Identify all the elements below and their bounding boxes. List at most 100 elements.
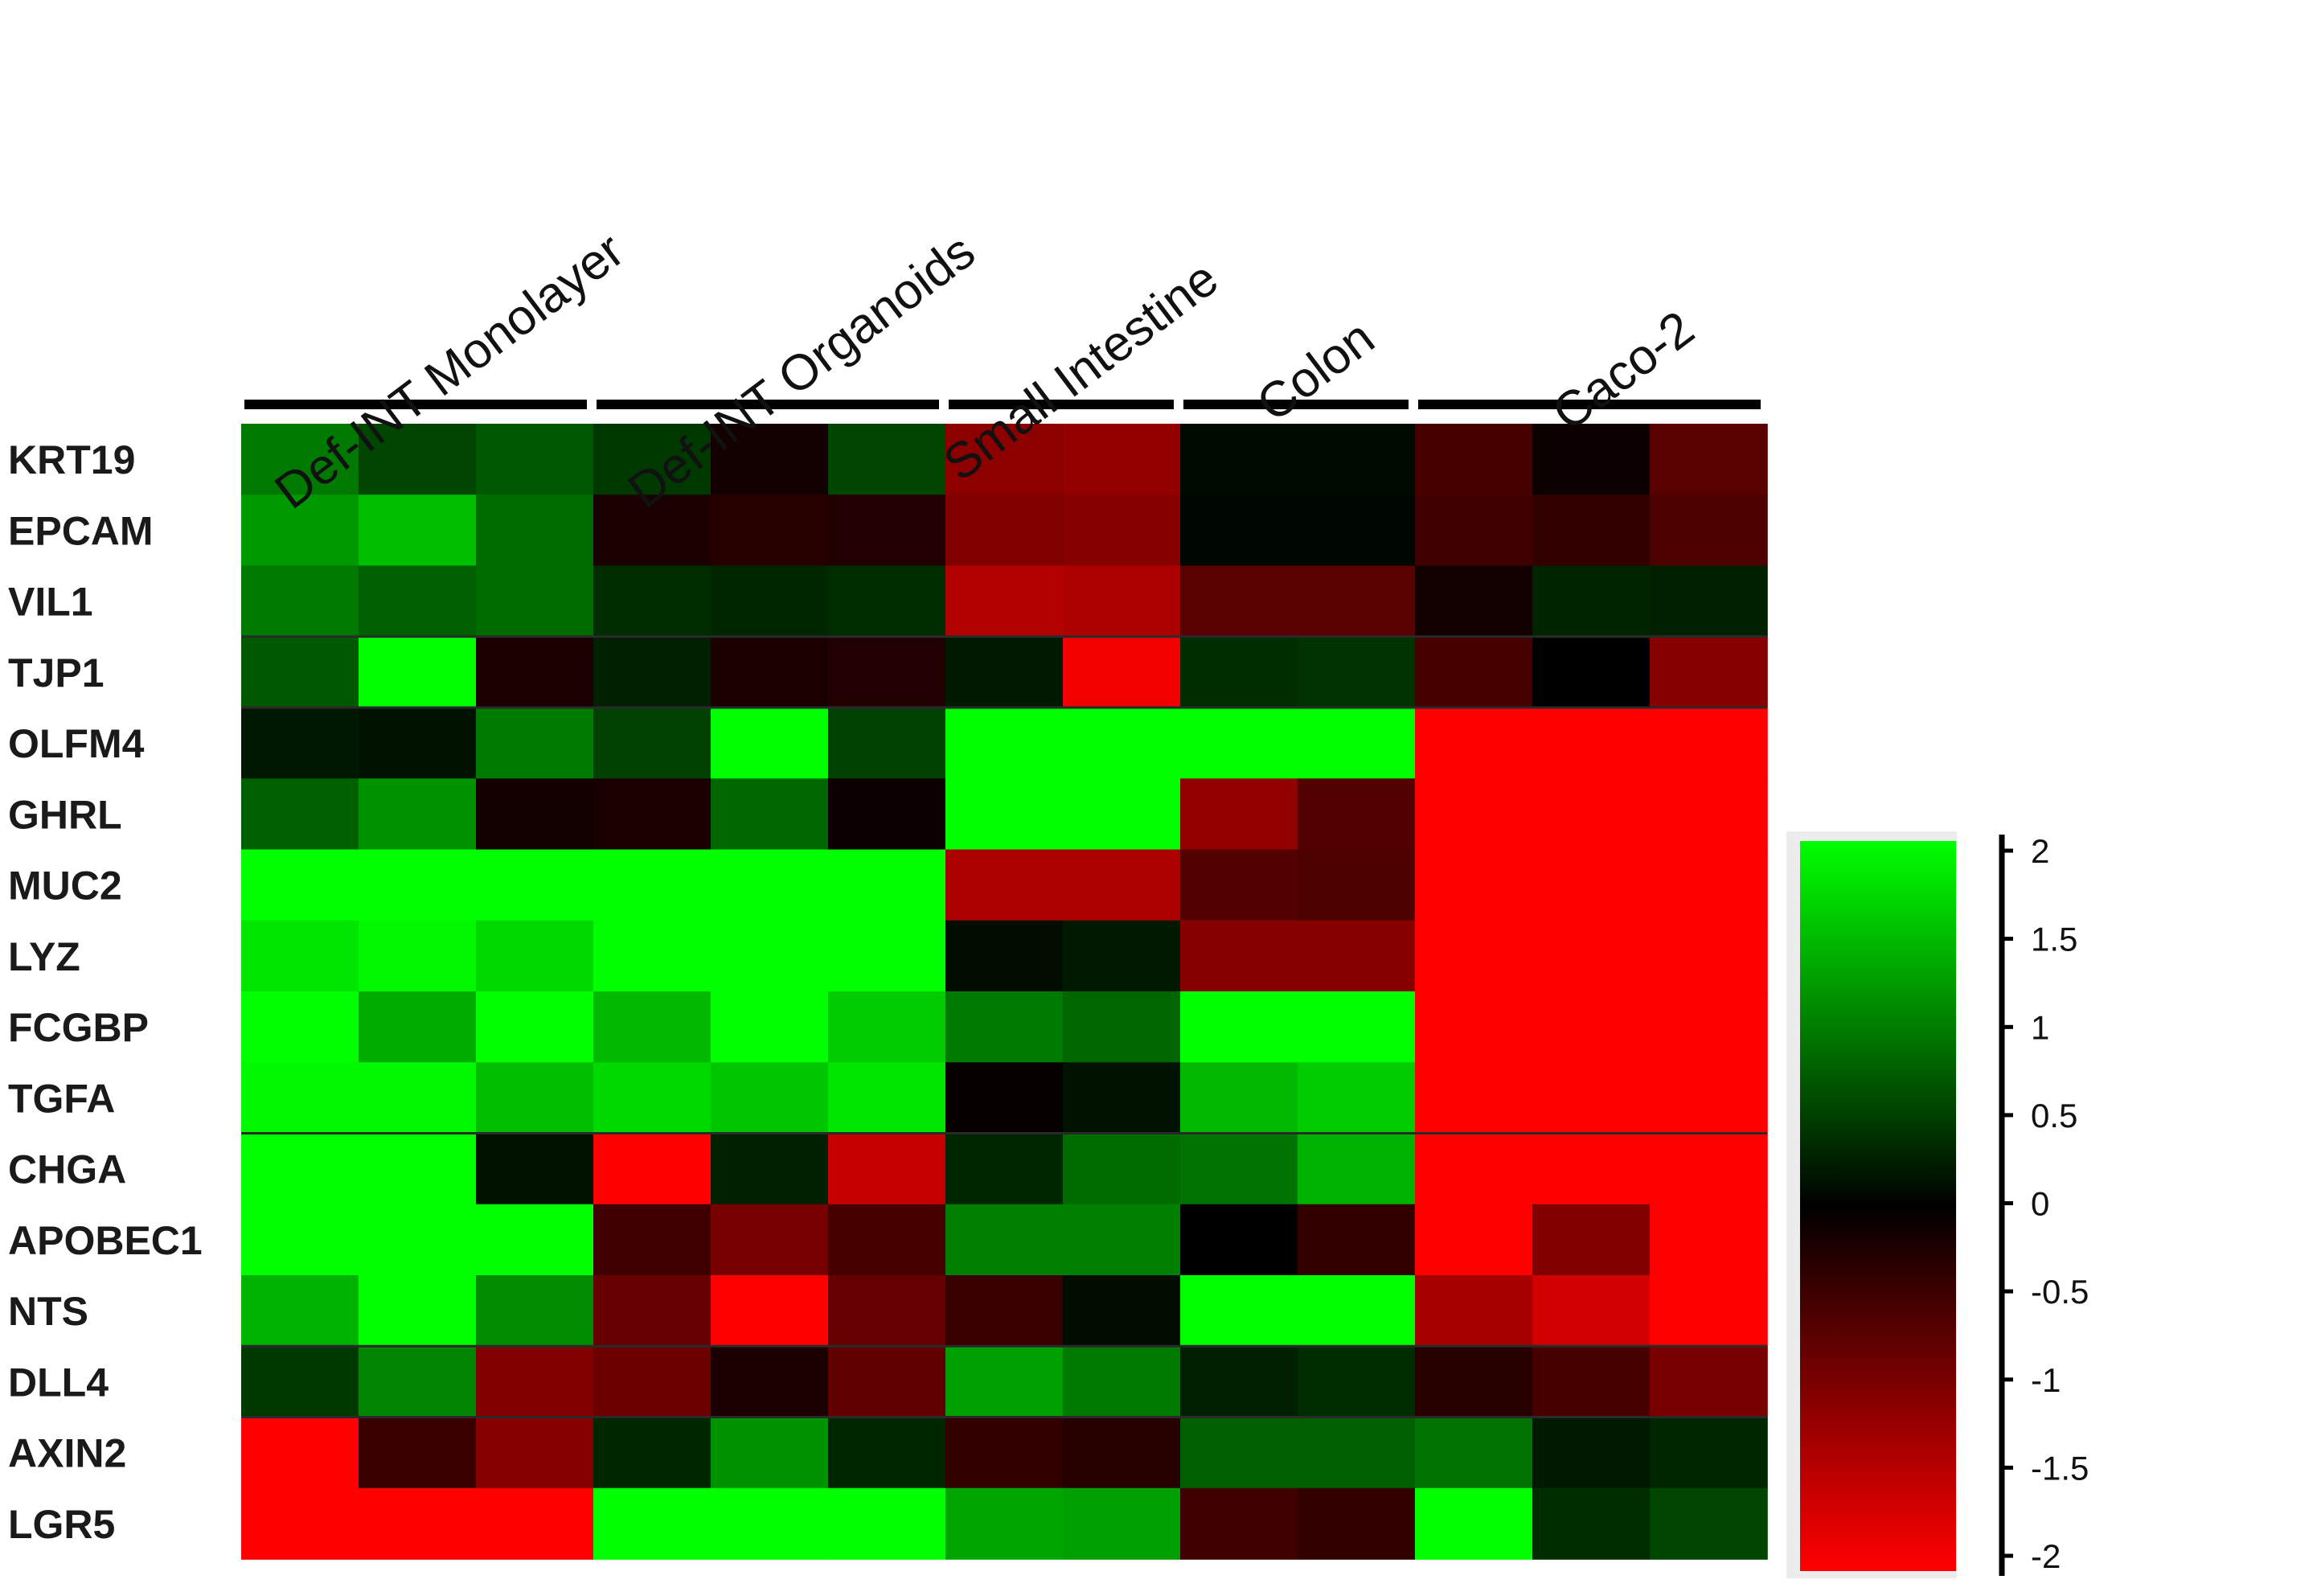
heatmap-cell-epcam-11 bbox=[1415, 494, 1533, 567]
heatmap-cell-nts-11 bbox=[1415, 1275, 1533, 1348]
heatmap-cell-muc2-2 bbox=[359, 849, 477, 921]
row-label-muc2: MUC2 bbox=[8, 864, 122, 909]
heatmap-cell-epcam-8 bbox=[1063, 494, 1181, 567]
row-label-dll4: DLL4 bbox=[8, 1360, 109, 1405]
heatmap-cell-lyz-8 bbox=[1063, 920, 1181, 992]
heatmap-cell-vil1-2 bbox=[359, 565, 477, 638]
heatmap-cell-lyz-11 bbox=[1415, 920, 1533, 992]
heatmap-cell-apobec1-1 bbox=[241, 1204, 359, 1276]
heatmap-cell-lgr5-11 bbox=[1415, 1487, 1533, 1560]
heatmap-cell-tgfa-2 bbox=[359, 1062, 477, 1134]
row-label-lyz: LYZ bbox=[8, 934, 80, 979]
heatmap-cell-lgr5-12 bbox=[1532, 1487, 1651, 1560]
heatmap-cell-tgfa-8 bbox=[1063, 1062, 1181, 1134]
heatmap-cell-tjp1-10 bbox=[1298, 636, 1416, 708]
heatmap-cell-axin2-10 bbox=[1298, 1417, 1416, 1489]
heatmap-cell-axin2-3 bbox=[476, 1417, 594, 1489]
heatmap-cell-muc2-4 bbox=[593, 849, 712, 921]
colorbar-gradient bbox=[1800, 841, 1956, 1571]
heatmap-cell-tgfa-9 bbox=[1180, 1062, 1298, 1134]
heatmap-cell-lyz-2 bbox=[359, 920, 477, 992]
heatmap-cell-ghrl-10 bbox=[1298, 778, 1416, 851]
heatmap-cell-tjp1-7 bbox=[945, 636, 1064, 708]
heatmap-cell-fcgbp-3 bbox=[476, 991, 594, 1064]
heatmap-cell-apobec1-9 bbox=[1180, 1204, 1298, 1276]
heatmap-cell-olfm4-7 bbox=[945, 708, 1064, 780]
heatmap-cell-krt19-11 bbox=[1415, 424, 1533, 496]
heatmap-cell-epcam-5 bbox=[711, 494, 829, 567]
heatmap-cell-vil1-5 bbox=[711, 565, 829, 638]
heatmap-cell-ghrl-9 bbox=[1180, 778, 1298, 851]
heatmap-cell-fcgbp-10 bbox=[1298, 991, 1416, 1064]
heatmap-cell-fcgbp-8 bbox=[1063, 991, 1181, 1064]
heatmap-cell-axin2-2 bbox=[359, 1417, 477, 1489]
heatmap-cell-nts-13 bbox=[1650, 1275, 1768, 1348]
colorbar-tick-label: -1.5 bbox=[2031, 1449, 2089, 1487]
heatmap-cell-axin2-4 bbox=[593, 1417, 712, 1489]
heatmap-cell-lgr5-1 bbox=[241, 1487, 359, 1560]
heatmap-cell-tjp1-1 bbox=[241, 636, 359, 708]
row-label-krt19: KRT19 bbox=[8, 437, 135, 482]
heatmap-cell-muc2-9 bbox=[1180, 849, 1298, 921]
heatmap-cell-olfm4-13 bbox=[1650, 708, 1768, 780]
heatmap-cell-nts-6 bbox=[828, 1275, 946, 1348]
heatmap-cell-fcgbp-2 bbox=[359, 991, 477, 1064]
heatmap-cell-tjp1-6 bbox=[828, 636, 946, 708]
heatmap-cell-axin2-5 bbox=[711, 1417, 829, 1489]
heatmap-cell-dll4-8 bbox=[1063, 1346, 1181, 1418]
heatmap-cell-ghrl-11 bbox=[1415, 778, 1533, 851]
heatmap-cell-epcam-1 bbox=[241, 494, 359, 567]
heatmap-cell-krt19-2 bbox=[359, 424, 477, 496]
heatmap-cell-nts-9 bbox=[1180, 1275, 1298, 1348]
heatmap-cell-epcam-12 bbox=[1532, 494, 1651, 567]
row-labels: KRT19 EPCAM VIL1 TJP1 OLFM4 GHRL MUC2 LYZ FCGBP T… bbox=[8, 437, 203, 1547]
heatmap-cell-lgr5-8 bbox=[1063, 1487, 1181, 1560]
heatmap-cell-fcgbp-4 bbox=[593, 991, 712, 1064]
heatmap-cell-vil1-1 bbox=[241, 565, 359, 638]
row-label-apobec1: APOBEC1 bbox=[8, 1218, 203, 1263]
heatmap-cell-tjp1-11 bbox=[1415, 636, 1533, 708]
heatmap-cell-chga-5 bbox=[711, 1133, 829, 1205]
heatmap-cell-fcgbp-11 bbox=[1415, 991, 1533, 1064]
heatmap-cell-apobec1-11 bbox=[1415, 1204, 1533, 1276]
heatmap-cell-tjp1-8 bbox=[1063, 636, 1181, 708]
heatmap-cell-lyz-4 bbox=[593, 920, 712, 992]
heatmap-cell-epcam-3 bbox=[476, 494, 594, 567]
heatmap-cell-nts-2 bbox=[359, 1275, 477, 1348]
heatmap-cell-chga-13 bbox=[1650, 1133, 1768, 1205]
heatmap-cell-lyz-7 bbox=[945, 920, 1064, 992]
heatmap-cell-krt19-4 bbox=[593, 424, 712, 496]
heatmap-cell-olfm4-5 bbox=[711, 708, 829, 780]
heatmap-cell-lgr5-10 bbox=[1298, 1487, 1416, 1560]
heatmap-cell-ghrl-12 bbox=[1532, 778, 1651, 851]
heatmap-cell-tgfa-11 bbox=[1415, 1062, 1533, 1134]
heatmap-cell-olfm4-8 bbox=[1063, 708, 1181, 780]
heatmap-cell-dll4-6 bbox=[828, 1346, 946, 1418]
heatmap-cell-olfm4-10 bbox=[1298, 708, 1416, 780]
heatmap-cell-apobec1-4 bbox=[593, 1204, 712, 1276]
heatmap-cell-fcgbp-5 bbox=[711, 991, 829, 1064]
colorbar-tick-label: 1.5 bbox=[2031, 921, 2077, 958]
heatmap-cell-tgfa-13 bbox=[1650, 1062, 1768, 1134]
heatmap-cell-krt19-7 bbox=[945, 424, 1064, 496]
heatmap-cell-chga-3 bbox=[476, 1133, 594, 1205]
heatmap-cell-tgfa-6 bbox=[828, 1062, 946, 1134]
row-label-olfm4: OLFM4 bbox=[8, 721, 145, 766]
heatmap-cell-lgr5-6 bbox=[828, 1487, 946, 1560]
heatmap-cell-dll4-9 bbox=[1180, 1346, 1298, 1418]
heatmap-cell-tjp1-3 bbox=[476, 636, 594, 708]
heatmap-cell-krt19-12 bbox=[1532, 424, 1651, 496]
heatmap-cell-olfm4-12 bbox=[1532, 708, 1651, 780]
heatmap-cell-nts-12 bbox=[1532, 1275, 1651, 1348]
row-label-chga: CHGA bbox=[8, 1147, 126, 1192]
heatmap-cell-chga-1 bbox=[241, 1133, 359, 1205]
heatmap-cell-epcam-9 bbox=[1180, 494, 1298, 567]
heatmap-cell-dll4-11 bbox=[1415, 1346, 1533, 1418]
row-label-fcgbp: FCGBP bbox=[8, 1005, 149, 1050]
heatmap-cell-lgr5-9 bbox=[1180, 1487, 1298, 1560]
heatmap-cell-axin2-1 bbox=[241, 1417, 359, 1489]
heatmap-cell-epcam-4 bbox=[593, 494, 712, 567]
heatmap-cell-olfm4-3 bbox=[476, 708, 594, 780]
heatmap-cell-lyz-5 bbox=[711, 920, 829, 992]
heatmap-cell-ghrl-6 bbox=[828, 778, 946, 851]
